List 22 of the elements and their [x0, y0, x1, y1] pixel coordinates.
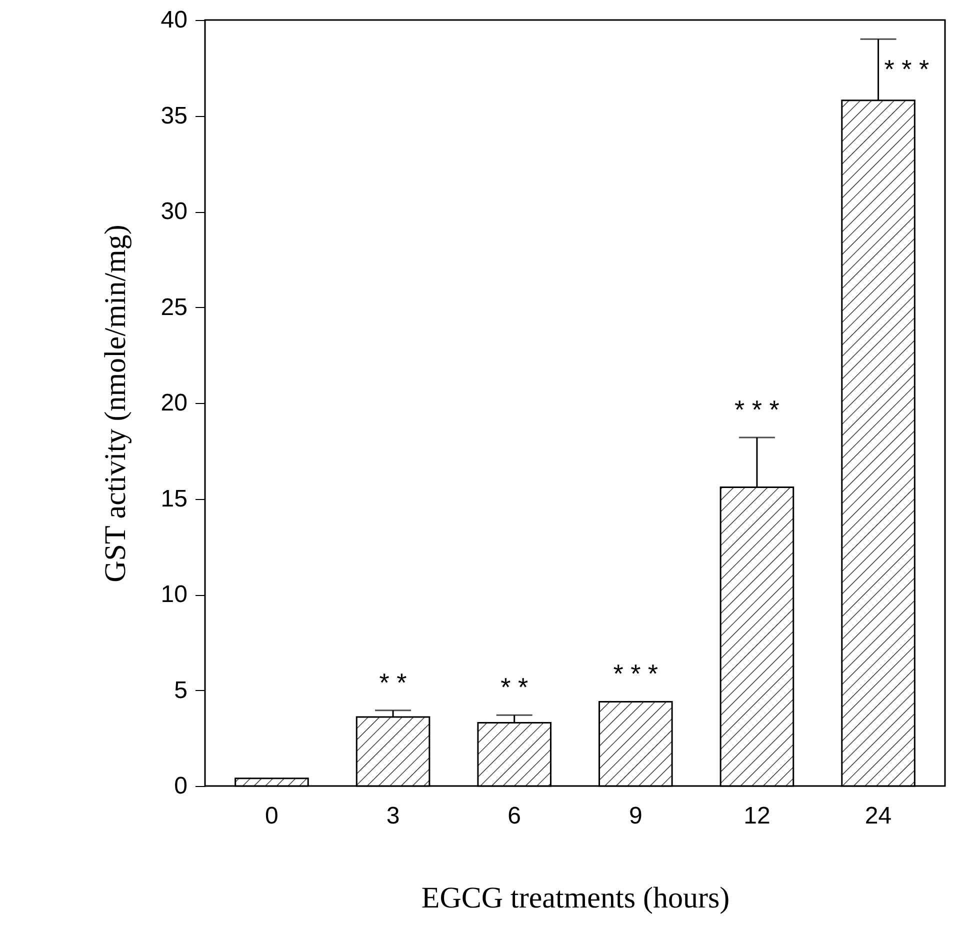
x-tick-label: 6 [508, 802, 522, 830]
y-tick-label: 40 [160, 6, 188, 34]
y-axis-title: GST activity (nmole/min/mg) [98, 224, 132, 582]
y-tick-label: 30 [160, 198, 188, 225]
y-tick-label: 0 [174, 772, 188, 800]
x-tick-label: 0 [265, 802, 278, 830]
annotation: * * * [613, 658, 658, 689]
annotation: * * * [734, 394, 780, 424]
annotation: * * * [884, 54, 930, 84]
x-tick-label: 3 [386, 802, 400, 830]
x-tick-label: 12 [744, 802, 770, 830]
x-tick-label: 9 [628, 802, 642, 830]
x-tick-label: 24 [864, 802, 892, 830]
annotation: * * [379, 667, 407, 698]
y-tick-label: 15 [160, 485, 188, 512]
y-tick-label: 5 [174, 676, 188, 704]
annotation: * * [500, 672, 528, 702]
y-tick-label: 10 [160, 581, 188, 608]
x-axis-title: EGCG treatments (hours) [421, 882, 730, 914]
y-tick-label: 20 [160, 390, 188, 416]
y-tick-label: 25 [160, 294, 188, 321]
y-tick-label: 35 [160, 102, 188, 130]
